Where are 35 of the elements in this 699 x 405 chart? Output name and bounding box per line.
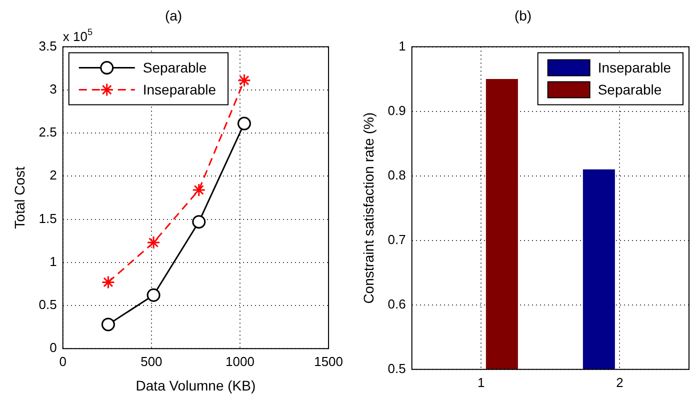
y-tick-label: 2 xyxy=(50,168,57,183)
y-tick-label: 3.5 xyxy=(38,38,57,54)
y-tick-label: 0.6 xyxy=(388,296,406,312)
y-tick-label: 3 xyxy=(50,81,57,96)
point xyxy=(101,275,115,289)
y-tick-label: 2.5 xyxy=(38,124,57,140)
chart-title: (a) xyxy=(164,7,182,24)
x-tick-label: 500 xyxy=(140,354,162,369)
x-tick-label: 1500 xyxy=(314,354,343,369)
x-tick-label: 1000 xyxy=(226,354,254,369)
y-tick-label: 0 xyxy=(50,340,57,356)
y-axis-title: Constraint satisfaction rate (%) xyxy=(360,112,376,304)
y-tick-label: 0.9 xyxy=(388,102,406,118)
y-tick-label: 1 xyxy=(50,254,57,269)
x-axis-title: Data Volumne (KB) xyxy=(136,377,256,394)
legend-label: Inseparable xyxy=(598,60,672,76)
point xyxy=(146,236,160,250)
legend-label: Inseparable xyxy=(142,82,216,98)
point xyxy=(101,318,115,332)
x-tick-label: 0 xyxy=(59,354,66,369)
y-tick-label: 1 xyxy=(398,38,406,54)
point xyxy=(192,215,206,229)
y-tick-label: 1.5 xyxy=(38,210,57,226)
y-tick-label: 0.5 xyxy=(388,360,406,376)
chart-title: (b) xyxy=(514,7,532,24)
point xyxy=(237,74,251,88)
legend-label: Separable xyxy=(142,60,207,76)
y-tick-label: 0.8 xyxy=(388,167,406,182)
legend-label: Separable xyxy=(598,82,662,98)
point xyxy=(237,116,251,130)
y-tick-label: 0.7 xyxy=(388,232,406,247)
y-axis-title: Total Cost xyxy=(11,166,28,229)
point xyxy=(146,288,160,302)
y-tick-label: 0.5 xyxy=(38,297,57,312)
point xyxy=(192,183,206,197)
